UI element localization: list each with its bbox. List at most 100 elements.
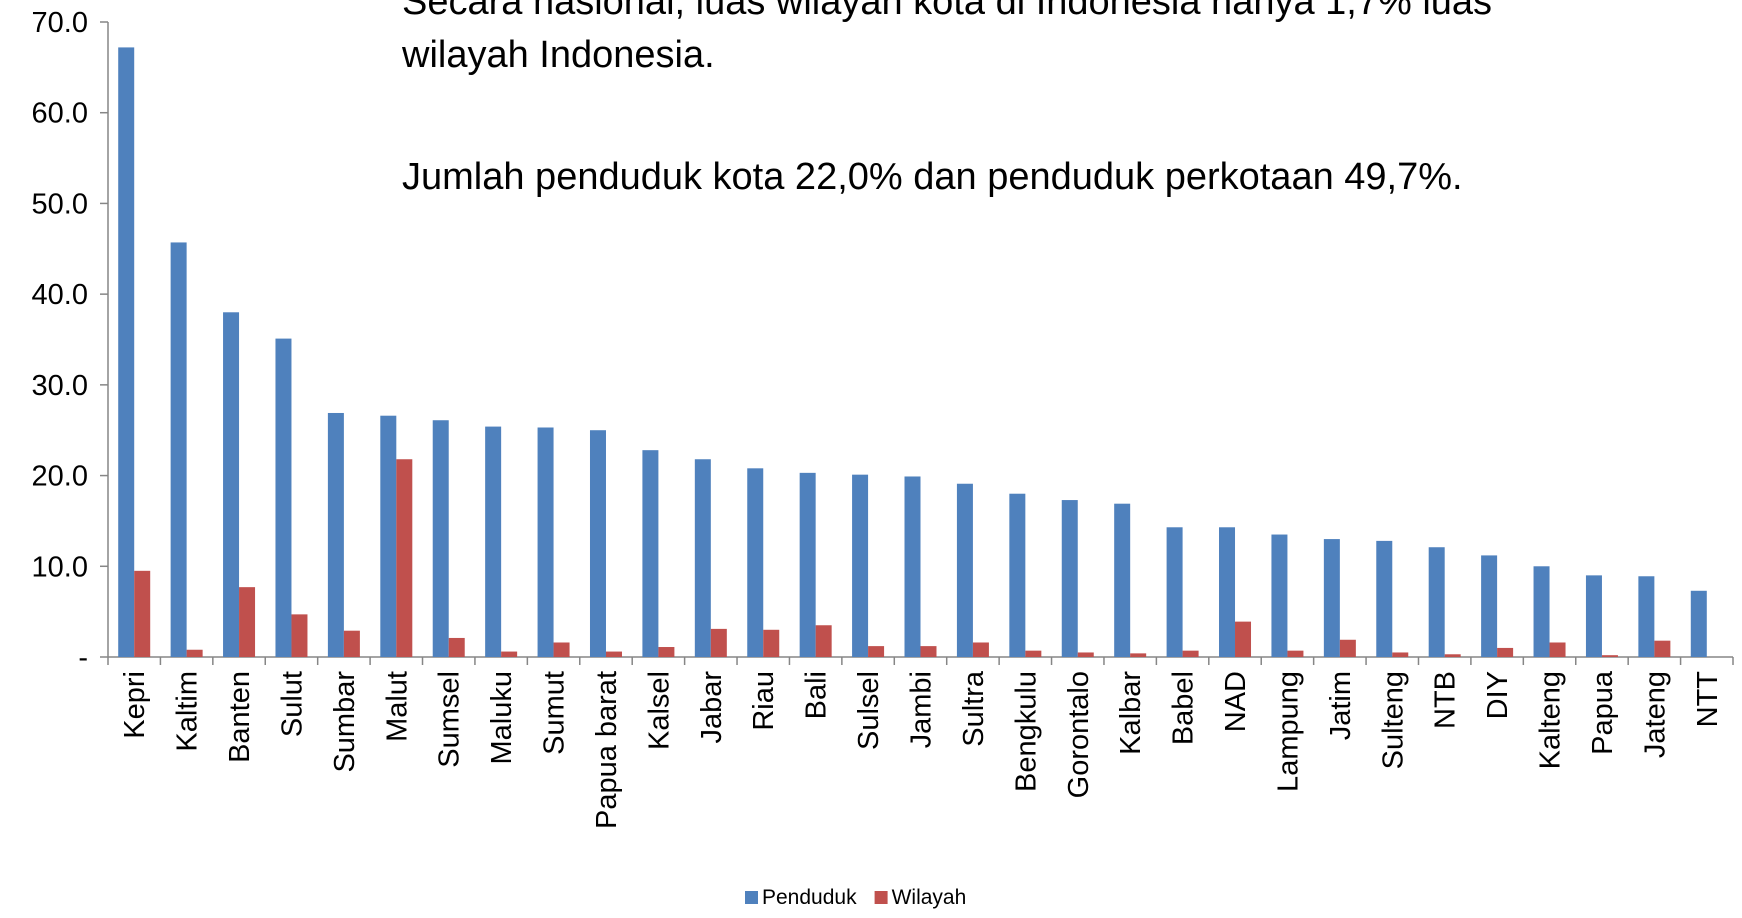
bar [868,646,885,657]
x-tick-label: Kalteng [1535,671,1567,769]
bar [170,242,187,657]
bar [553,642,570,657]
x-tick-label: Gorontalo [1063,671,1095,798]
x-tick-label: Sultra [958,670,990,747]
x-tick-label: Jabar [696,671,728,744]
bar [1601,655,1618,657]
x-tick-label: Kepri [119,671,151,739]
x-tick-label: Kaltim [172,671,204,752]
bar [537,427,554,657]
bar [396,459,413,657]
x-tick-label: Bengkulu [1010,671,1042,792]
x-tick-label: Kalsel [643,671,675,750]
x-tick-label: Riau [748,671,780,731]
bar [134,570,151,657]
bar [343,630,360,657]
bar [1025,650,1042,657]
bar [1638,576,1655,657]
x-tick-label: Banten [224,671,256,763]
x-tick-label: Papua [1587,670,1619,755]
x-tick-label: NAD [1220,671,1252,732]
bar [747,468,764,657]
x-tick-label: Sumbar [329,671,361,773]
bar [1549,642,1566,657]
annotation: wilayah Indonesia. [401,34,715,76]
x-tick-label: Kalbar [1115,671,1147,755]
bar [1009,493,1026,657]
legend-swatch [874,891,888,904]
bar [1376,540,1393,657]
x-tick-label: Sumsel [434,671,466,768]
bar [1690,590,1707,657]
bar [1182,650,1199,657]
x-tick-label: Sulteng [1377,671,1409,769]
x-tick-label: DIY [1482,671,1514,719]
bar [1166,527,1183,657]
bar [1114,503,1131,657]
bar [291,614,308,657]
bar [972,642,989,657]
bar [1497,647,1514,657]
annotation: Jumlah penduduk kota 22,0% dan penduduk … [402,156,1463,198]
bar [710,628,727,657]
bar [1271,534,1288,657]
bar [904,476,921,657]
bar [642,450,659,657]
bar [694,459,711,657]
bar [223,312,240,657]
x-tick-label: NTB [1430,671,1462,729]
x-tick-label: Babel [1168,671,1200,745]
annotation: Secara nasional, luas wilayah kota di In… [402,0,1492,23]
bar [1219,527,1236,657]
bar [1061,500,1078,657]
bar [1585,575,1602,657]
bar [239,587,256,657]
bar [448,637,465,657]
x-tick-label: Jateng [1639,671,1671,758]
bar [1392,652,1409,657]
bar [1444,654,1461,657]
y-tick-label: 70.0 [32,7,88,39]
bar [852,474,869,657]
x-tick-label: Lampung [1272,671,1304,792]
legend-label: Wilayah [892,886,967,909]
x-tick-label: NTT [1692,671,1724,728]
bar [1235,621,1252,657]
bar [1077,652,1094,657]
bar [1339,639,1356,657]
bar [589,430,606,657]
y-tick-label: - [78,642,88,674]
bar [605,651,622,657]
bar [501,651,518,657]
legend-swatch [745,891,758,904]
bar [763,629,780,657]
bar [956,483,973,657]
y-tick-label: 30.0 [32,370,88,402]
y-tick-label: 60.0 [32,98,88,130]
y-tick-label: 50.0 [32,188,88,220]
x-tick-label: Papua barat [591,671,623,829]
bar [432,420,449,657]
x-tick-label: Malut [381,671,413,742]
x-tick-label: Maluku [486,671,518,765]
bar [920,646,937,657]
bar [118,47,135,657]
bar [1481,555,1498,657]
x-tick-label: Jatim [1325,671,1357,740]
bar [1654,640,1671,657]
x-tick-label: Jambi [906,671,938,748]
x-tick-label: Bali [801,671,833,719]
legend-label: Penduduk [762,886,857,909]
x-tick-label: Sumut [539,671,571,755]
bar [658,647,675,657]
bar [1287,650,1304,657]
y-tick-label: 10.0 [32,551,88,583]
bar [799,472,816,657]
y-tick-label: 40.0 [32,279,88,311]
bar [1130,653,1147,657]
x-tick-label: Sulut [276,671,308,737]
bar [1428,547,1445,657]
bar [186,649,203,657]
bar [275,338,292,657]
